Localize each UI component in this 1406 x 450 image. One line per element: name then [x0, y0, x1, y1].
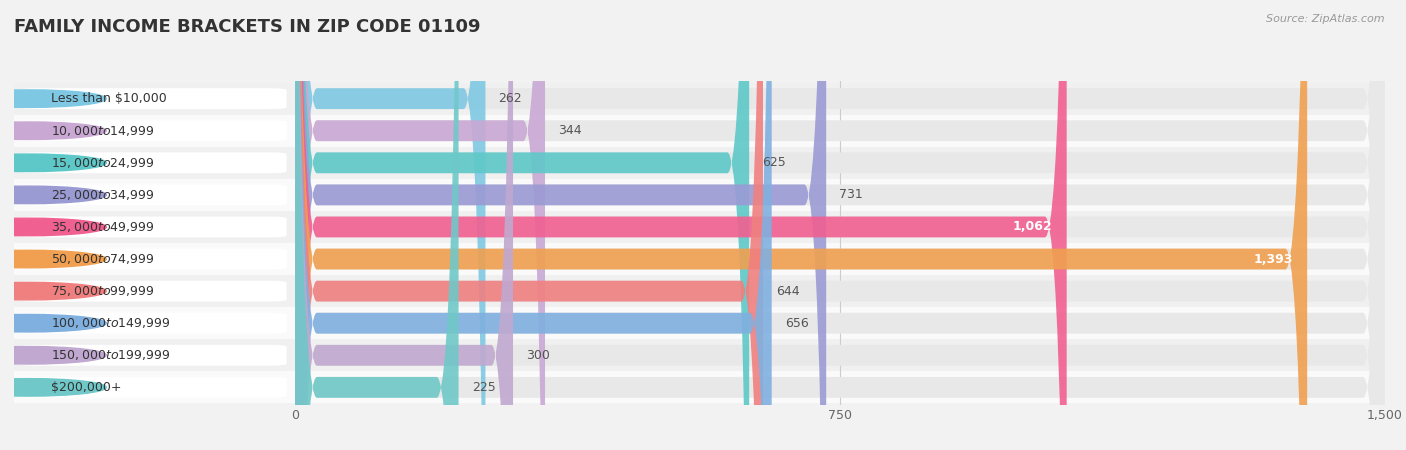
FancyBboxPatch shape [295, 0, 1385, 450]
Circle shape [0, 154, 107, 171]
Text: 1,062: 1,062 [1012, 220, 1052, 234]
Text: $150,000 to $199,999: $150,000 to $199,999 [51, 348, 170, 362]
Text: Source: ZipAtlas.com: Source: ZipAtlas.com [1267, 14, 1385, 23]
Text: 644: 644 [776, 284, 800, 297]
Bar [14, 307, 295, 339]
Text: $100,000 to $149,999: $100,000 to $149,999 [51, 316, 170, 330]
Bar [14, 83, 295, 115]
Bar [295, 339, 1385, 371]
Text: Less than $10,000: Less than $10,000 [51, 92, 166, 105]
FancyBboxPatch shape [295, 0, 1308, 450]
Text: FAMILY INCOME BRACKETS IN ZIP CODE 01109: FAMILY INCOME BRACKETS IN ZIP CODE 01109 [14, 18, 481, 36]
Circle shape [0, 315, 107, 332]
FancyBboxPatch shape [295, 0, 772, 450]
Bar [295, 179, 1385, 211]
Circle shape [0, 250, 107, 268]
Bar [14, 179, 295, 211]
Circle shape [0, 218, 107, 236]
Bar [14, 371, 295, 403]
Bar [14, 339, 295, 371]
FancyBboxPatch shape [295, 0, 827, 450]
Circle shape [0, 186, 107, 204]
Circle shape [0, 346, 107, 364]
Bar [14, 115, 295, 147]
FancyBboxPatch shape [295, 0, 749, 450]
Circle shape [0, 282, 107, 300]
FancyBboxPatch shape [295, 0, 1385, 450]
Circle shape [0, 378, 107, 396]
Text: $10,000 to $14,999: $10,000 to $14,999 [51, 124, 155, 138]
Text: 344: 344 [558, 124, 582, 137]
Text: 225: 225 [471, 381, 495, 394]
FancyBboxPatch shape [295, 0, 1067, 450]
FancyBboxPatch shape [20, 216, 287, 238]
Bar [295, 115, 1385, 147]
FancyBboxPatch shape [20, 184, 287, 205]
Text: 656: 656 [785, 317, 808, 330]
FancyBboxPatch shape [295, 0, 513, 450]
FancyBboxPatch shape [20, 345, 287, 366]
Bar [14, 147, 295, 179]
FancyBboxPatch shape [295, 0, 485, 450]
Bar [295, 371, 1385, 403]
Text: $15,000 to $24,999: $15,000 to $24,999 [51, 156, 155, 170]
FancyBboxPatch shape [295, 0, 1385, 450]
FancyBboxPatch shape [295, 0, 1385, 450]
Text: 731: 731 [839, 189, 863, 202]
Bar [295, 211, 1385, 243]
Bar [295, 243, 1385, 275]
Circle shape [0, 122, 107, 140]
FancyBboxPatch shape [295, 0, 1385, 450]
FancyBboxPatch shape [295, 0, 1385, 450]
FancyBboxPatch shape [295, 0, 763, 450]
Text: $50,000 to $74,999: $50,000 to $74,999 [51, 252, 155, 266]
FancyBboxPatch shape [295, 0, 1385, 450]
FancyBboxPatch shape [20, 281, 287, 302]
FancyBboxPatch shape [20, 88, 287, 109]
Bar [295, 307, 1385, 339]
Bar [295, 275, 1385, 307]
FancyBboxPatch shape [20, 153, 287, 173]
Text: 300: 300 [526, 349, 550, 362]
Text: 1,393: 1,393 [1253, 252, 1292, 266]
Bar [14, 275, 295, 307]
Bar [14, 243, 295, 275]
Circle shape [0, 90, 107, 108]
FancyBboxPatch shape [20, 313, 287, 333]
Text: 262: 262 [499, 92, 522, 105]
Text: $75,000 to $99,999: $75,000 to $99,999 [51, 284, 155, 298]
FancyBboxPatch shape [295, 0, 1385, 450]
FancyBboxPatch shape [295, 0, 1385, 450]
Text: $200,000+: $200,000+ [51, 381, 121, 394]
FancyBboxPatch shape [295, 0, 458, 450]
Text: $25,000 to $34,999: $25,000 to $34,999 [51, 188, 155, 202]
FancyBboxPatch shape [20, 377, 287, 398]
Text: 625: 625 [762, 156, 786, 169]
FancyBboxPatch shape [20, 248, 287, 270]
Text: $35,000 to $49,999: $35,000 to $49,999 [51, 220, 155, 234]
FancyBboxPatch shape [295, 0, 546, 450]
Bar [14, 211, 295, 243]
FancyBboxPatch shape [20, 120, 287, 141]
FancyBboxPatch shape [295, 0, 1385, 450]
Bar [295, 83, 1385, 115]
Bar [295, 147, 1385, 179]
